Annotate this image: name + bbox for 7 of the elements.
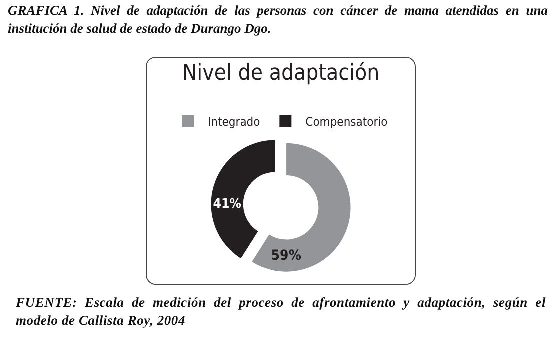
- data-label: 41%: [213, 197, 242, 212]
- legend-label: Compensatorio: [306, 115, 388, 130]
- chart-title: Nivel de adaptación: [182, 61, 380, 86]
- data-label: 59%: [271, 248, 302, 264]
- source-note: FUENTE: Escala de medición del proceso de afrontamiento y adaptación, según el modelo de Callista Roy, 2004: [16, 294, 546, 330]
- legend-label: Integrado: [208, 115, 261, 130]
- text: GRAFICA 1. Nivel de adaptación de las personas con cáncer de mama atendidas en una institución de salud de estado de Durango Dgo.: [8, 2, 548, 38]
